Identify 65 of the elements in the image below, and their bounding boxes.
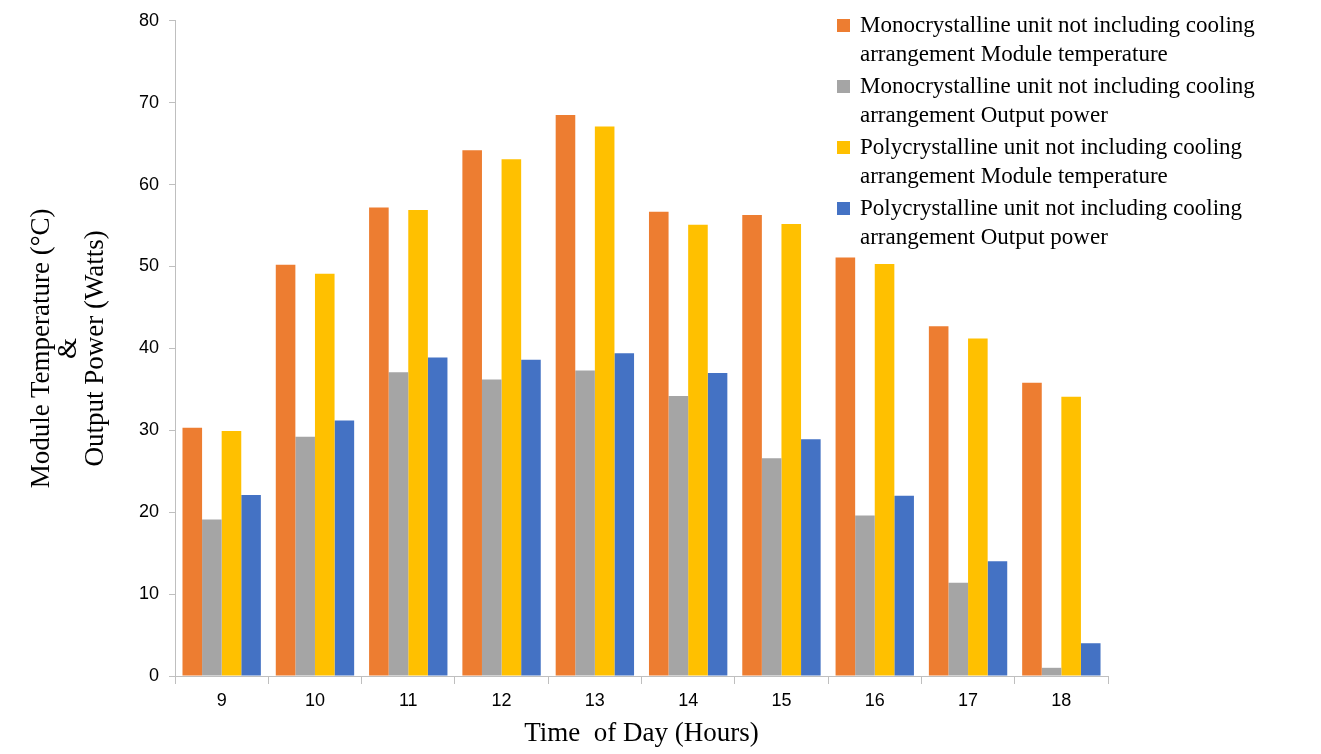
bar [987,561,1008,676]
bar [555,114,576,676]
y-tick-label: 50 [138,255,160,276]
bar [855,515,875,676]
x-tick-label: 16 [864,689,885,710]
bar [894,495,914,676]
x-tick-label: 9 [216,689,227,710]
bar [369,207,389,676]
y-tick-label: 40 [138,337,160,358]
bar [462,150,482,676]
bar [781,223,802,676]
bar [835,257,856,676]
legend-label: Monocrystalline unit not including cooling arrangement Output power [860,72,1256,129]
y-tick-label: 0 [149,664,160,685]
bar [668,395,689,676]
bar [334,420,355,676]
legend-label: Monocrystalline unit not including cooling arrangement Module temperature [860,11,1256,68]
legend-label: Polycrystalline unit not including cooling arrangement Output power [860,194,1243,251]
bar [761,458,782,676]
y-tick-label: 70 [138,91,160,112]
bar [314,273,335,676]
bar [241,495,261,676]
x-tick-label: 15 [771,689,792,710]
legend-label: Polycrystalline unit not including cooling arrangement Module temperature [860,133,1243,190]
bar [501,159,522,676]
x-tick-label: 14 [678,689,699,710]
x-tick-label: 10 [304,689,325,710]
bar [874,264,895,676]
bar [221,431,242,676]
bar [521,359,541,676]
y-tick-label: 30 [138,419,160,440]
x-axis-title: Time of Day (Hours) [524,716,759,747]
bar [182,427,203,676]
bar [801,439,821,676]
bar [948,582,969,676]
bar [742,214,762,676]
bar [594,126,615,676]
y-tick-label: 60 [138,173,160,194]
bar [427,357,448,676]
x-tick-label: 12 [491,689,512,710]
bar [1022,382,1042,676]
bar [1041,667,1062,676]
bar [707,372,728,676]
y-tick-label: 10 [138,583,160,604]
bar [275,264,296,676]
bar [968,338,988,676]
bar [614,353,635,676]
bar [295,436,315,676]
y-axis-title: Module Temperature (°C) & Output Power (Watts) [24,208,109,489]
bar [688,224,708,676]
bar [928,326,949,676]
x-tick-label: 13 [584,689,605,710]
bar [408,209,428,676]
x-tick-label: 11 [398,689,418,710]
bar [1080,643,1101,676]
x-tick-label: 17 [958,689,979,710]
bar [202,519,222,676]
x-tick-label: 18 [1051,689,1072,710]
bar [648,211,669,676]
bar [1061,396,1081,676]
bar [481,379,502,676]
y-tick-label: 80 [138,9,160,30]
y-tick-label: 20 [138,501,160,522]
bar [575,370,595,676]
bar [388,372,409,676]
